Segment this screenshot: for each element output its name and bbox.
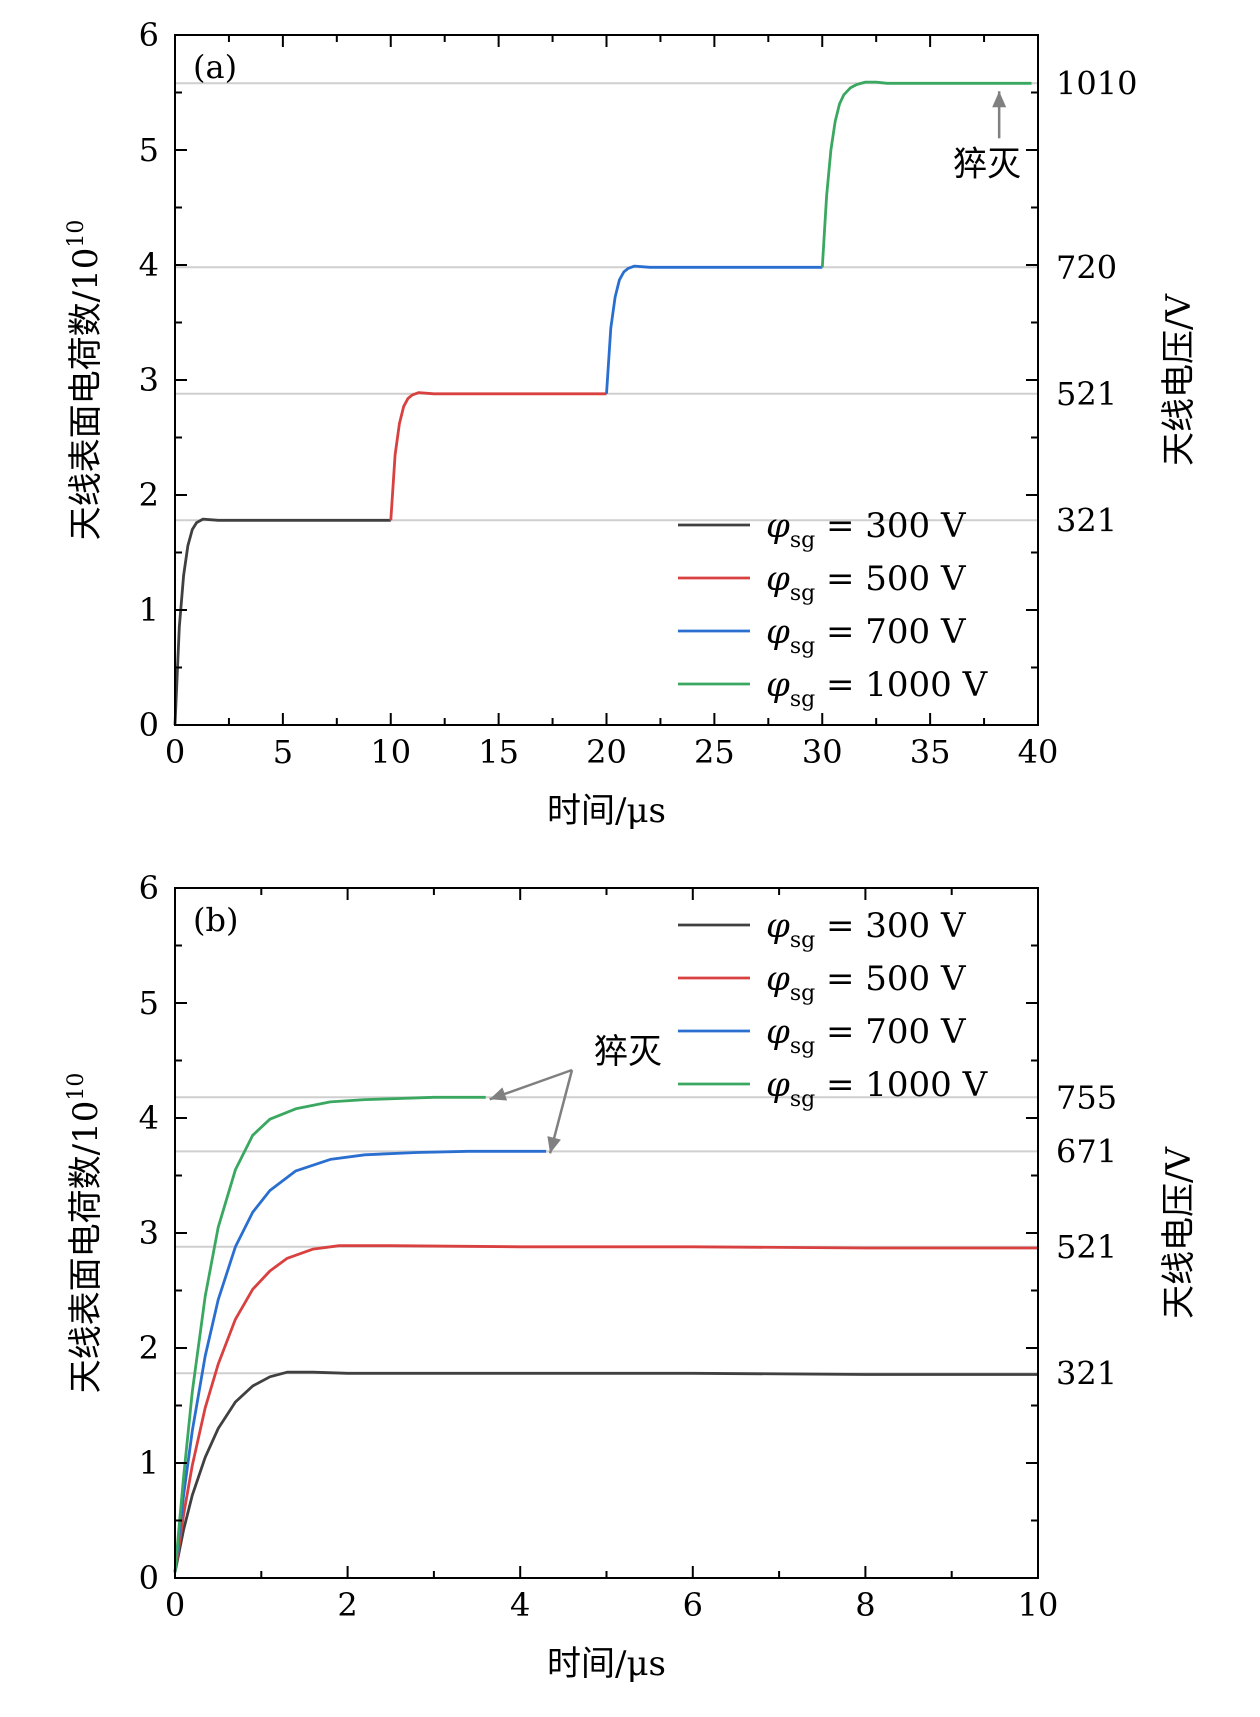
right-axis-label: 521	[1056, 1228, 1117, 1266]
legend-subscript: sg	[790, 1034, 815, 1059]
legend-symbol: φ	[766, 959, 790, 999]
y-axis-title-text: 天线表面电荷数/10	[66, 1101, 106, 1394]
y-tick-label: 6	[139, 16, 159, 54]
x-tick-label: 10	[370, 733, 411, 771]
series-line-500v	[389, 391, 607, 521]
x-tick-label: 4	[510, 1586, 530, 1624]
right-axis-label: 321	[1056, 501, 1117, 539]
legend-value: = 1000 V	[815, 665, 988, 705]
y-tick-label: 1	[139, 1444, 159, 1482]
legend-value: = 500 V	[815, 959, 967, 999]
y-tick-label: 5	[139, 131, 159, 169]
legend-symbol: φ	[766, 1012, 790, 1052]
x-tick-label: 2	[337, 1586, 357, 1624]
y-tick-label: 3	[139, 1214, 159, 1252]
legend-value: = 700 V	[815, 1012, 967, 1052]
y-axis-title-exponent: 10	[64, 1073, 89, 1101]
legend-subscript: sg	[790, 581, 815, 606]
x-tick-label: 0	[165, 1586, 185, 1624]
right-axis-label: 720	[1056, 248, 1117, 286]
annotation-arrowhead	[992, 91, 1007, 108]
x-tick-label: 30	[802, 733, 843, 771]
legend-entry: φsg = 1000 V	[766, 665, 989, 712]
panel-label: (a)	[193, 48, 237, 86]
legend-symbol: φ	[766, 612, 790, 652]
right-axis-label: 521	[1056, 375, 1117, 413]
legend-value: = 300 V	[815, 906, 967, 946]
right-axis-label: 1010	[1056, 64, 1137, 102]
legend-entry: φsg = 300 V	[766, 506, 967, 553]
y-tick-label: 5	[139, 984, 159, 1022]
x-tick-label: 8	[855, 1586, 875, 1624]
legend-value: = 300 V	[815, 506, 967, 546]
y-tick-label: 6	[139, 869, 159, 907]
x-tick-label: 6	[683, 1586, 703, 1624]
series-line-1000v	[173, 1095, 486, 1573]
x-tick-label: 15	[478, 733, 519, 771]
x-tick-label: 20	[586, 733, 627, 771]
annotation-label: 猝灭	[953, 144, 1021, 184]
legend-symbol: φ	[766, 665, 790, 705]
series-line-300v	[173, 517, 391, 726]
legend-value: = 500 V	[815, 559, 967, 599]
legend-entry: φsg = 1000 V	[766, 1065, 989, 1112]
x-tick-label: 10	[1018, 1586, 1059, 1624]
legend-entry: φsg = 500 V	[766, 959, 967, 1006]
legend-subscript: sg	[790, 928, 815, 953]
legend-value: = 1000 V	[815, 1065, 988, 1105]
x-tick-label: 40	[1018, 733, 1059, 771]
legend-value: = 700 V	[815, 612, 967, 652]
right-axis-label: 321	[1056, 1354, 1117, 1392]
series-line-500v	[173, 1244, 1038, 1573]
y-axis-title-exponent: 10	[64, 220, 89, 248]
legend-symbol: φ	[766, 559, 790, 599]
annotation-arrowhead	[547, 1136, 561, 1154]
y-tick-label: 1	[139, 591, 159, 629]
legend-entry: φsg = 700 V	[766, 612, 967, 659]
x-axis-title: 时间/μs	[547, 1644, 666, 1684]
x-tick-label: 25	[694, 733, 735, 771]
legend-symbol: φ	[766, 506, 790, 546]
legend-entry: φsg = 700 V	[766, 1012, 967, 1059]
y-tick-label: 4	[139, 246, 159, 284]
x-tick-label: 35	[910, 733, 951, 771]
legend-subscript: sg	[790, 981, 815, 1006]
legend-subscript: sg	[790, 528, 815, 553]
annotation-arrowhead	[489, 1087, 508, 1101]
y-tick-label: 3	[139, 361, 159, 399]
panel-b: 321 521 671 755 0 2 4 6 8 10 0 1 2 3 4 5 6 时间/μs 天线表面电荷数/1…	[64, 869, 1199, 1684]
y-axis-title-left: 天线表面电荷数/1010	[64, 220, 106, 541]
annotation-label: 猝灭	[594, 1032, 662, 1072]
series-line-700v	[605, 264, 823, 394]
y-axis-title-left: 天线表面电荷数/1010	[64, 1073, 106, 1394]
right-axis-label: 671	[1056, 1132, 1117, 1170]
right-axis-label: 755	[1056, 1078, 1117, 1116]
x-tick-label: 5	[273, 733, 293, 771]
series-line-700v	[173, 1149, 547, 1573]
panel-a: 321 521 720 1010 0 5 10 15 20 25 30 35 40 0 1 2 3 4 5 6 时间/μ…	[64, 16, 1199, 831]
legend-subscript: sg	[790, 1087, 815, 1112]
series-line-300v	[173, 1370, 1038, 1573]
legend-symbol: φ	[766, 906, 790, 946]
panel-label: (b)	[193, 901, 238, 939]
y-tick-label: 4	[139, 1099, 159, 1137]
y-tick-label: 0	[139, 706, 159, 744]
legend-symbol: φ	[766, 1065, 790, 1105]
legend-subscript: sg	[790, 687, 815, 712]
legend-entry: φsg = 300 V	[766, 906, 967, 953]
y-tick-label: 2	[139, 1329, 159, 1367]
y-axis-title-text: 天线表面电荷数/10	[66, 248, 106, 541]
y-tick-label: 0	[139, 1559, 159, 1597]
y-axis-title-right: 天线电压/V	[1159, 1146, 1199, 1319]
legend-subscript: sg	[790, 634, 815, 659]
y-tick-label: 2	[139, 476, 159, 514]
y-axis-title-right: 天线电压/V	[1159, 293, 1199, 466]
legend-entry: φsg = 500 V	[766, 559, 967, 606]
x-axis-title: 时间/μs	[547, 791, 666, 831]
series-line-1000v	[820, 80, 1032, 268]
x-tick-label: 0	[165, 733, 185, 771]
